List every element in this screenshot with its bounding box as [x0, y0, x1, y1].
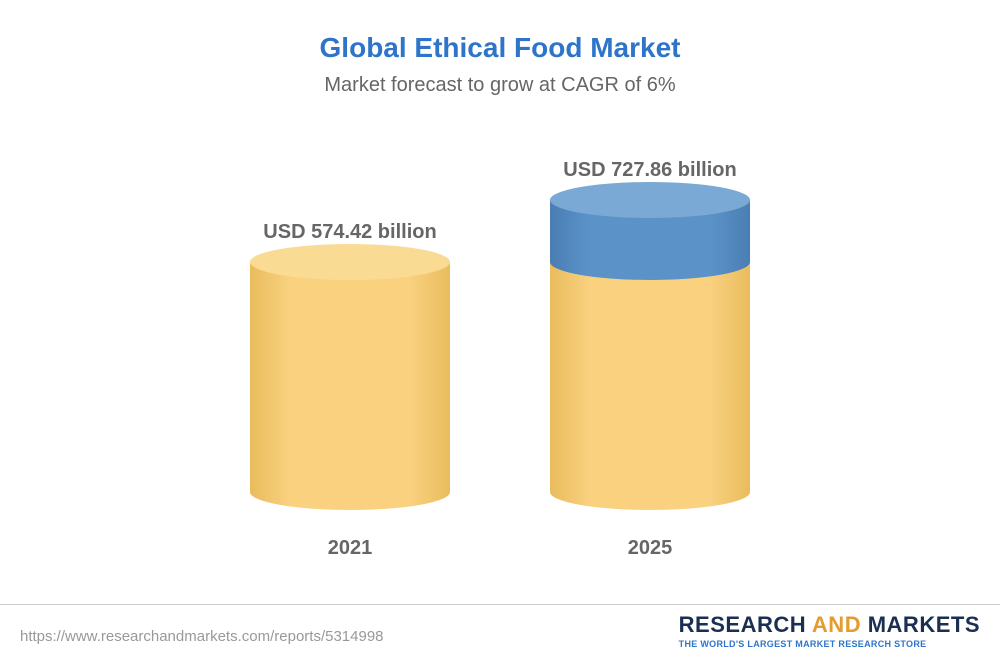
chart-container: Global Ethical Food Market Market foreca…	[0, 0, 1000, 667]
cylinder-segment	[250, 262, 450, 492]
cylinder-joint	[550, 244, 750, 280]
cylinder-segment	[550, 262, 750, 492]
cylinder-top	[550, 182, 750, 218]
bar-year-label: 2021	[250, 537, 450, 560]
brand-tagline: THE WORLD'S LARGEST MARKET RESEARCH STOR…	[679, 639, 980, 649]
bar-value-label: USD 574.42 billion	[200, 221, 500, 244]
bar-value-label: USD 727.86 billion	[500, 159, 800, 182]
cylinder-bar	[250, 244, 450, 510]
footer-divider	[0, 604, 1000, 605]
cylinder-bottom	[250, 474, 450, 510]
cylinder-bottom	[550, 474, 750, 510]
brand-logo: RESEARCH AND MARKETS THE WORLD'S LARGEST…	[679, 612, 980, 649]
brand-name: RESEARCH AND MARKETS	[679, 612, 980, 638]
source-url: https://www.researchandmarkets.com/repor…	[20, 628, 384, 645]
brand-word-1: RESEARCH	[679, 612, 806, 637]
chart-area: USD 574.42 billion 2021 USD 727.86 billion…	[0, 150, 1000, 570]
bar-year-label: 2025	[550, 537, 750, 560]
cylinder-top	[250, 244, 450, 280]
brand-word-3: MARKETS	[868, 612, 980, 637]
cylinder-bar	[550, 182, 750, 510]
chart-subtitle: Market forecast to grow at CAGR of 6%	[0, 74, 1000, 97]
chart-title: Global Ethical Food Market	[0, 0, 1000, 64]
brand-word-2: AND	[812, 612, 861, 637]
